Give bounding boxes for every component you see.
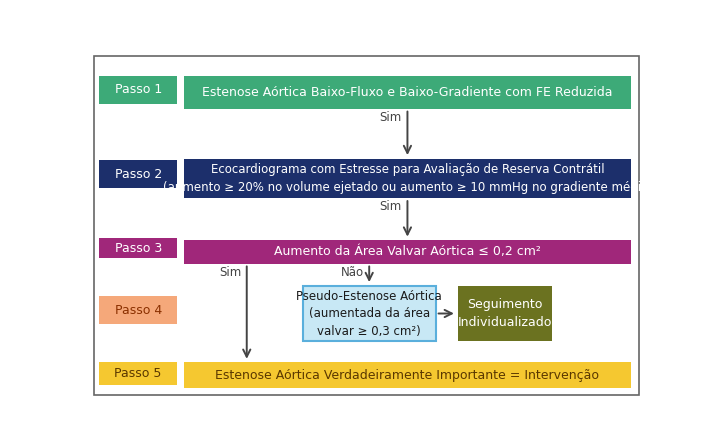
Text: Não: Não: [340, 266, 364, 278]
Text: Seguimento
Individualizado: Seguimento Individualizado: [458, 298, 552, 329]
Bar: [184, 363, 631, 388]
Text: Estenose Aórtica Verdadeiramente Importante = Intervenção: Estenose Aórtica Verdadeiramente Importa…: [215, 369, 599, 382]
Bar: [99, 238, 177, 258]
Bar: [184, 240, 631, 264]
Bar: [184, 76, 631, 109]
Text: Ecocardiograma com Estresse para Avaliação de Reserva Contrátil
(aumento ≥ 20% n: Ecocardiograma com Estresse para Avaliaç…: [162, 163, 652, 194]
Bar: [99, 363, 177, 385]
Text: Passo 2: Passo 2: [114, 168, 162, 181]
Text: Pseudo-Estenose Aórtica
(aumentada da área
valvar ≥ 0,3 cm²): Pseudo-Estenose Aórtica (aumentada da ár…: [296, 290, 442, 337]
Text: Passo 5: Passo 5: [114, 367, 162, 380]
Text: Estenose Aórtica Baixo-Fluxo e Baixo-Gradiente com FE Reduzida: Estenose Aórtica Baixo-Fluxo e Baixo-Gra…: [202, 86, 613, 99]
Text: Sim: Sim: [219, 266, 241, 278]
Bar: [99, 76, 177, 104]
Text: Sim: Sim: [380, 111, 402, 124]
Bar: [184, 159, 631, 198]
Bar: [458, 286, 552, 341]
Bar: [99, 160, 177, 188]
Text: Passo 3: Passo 3: [114, 242, 162, 255]
Text: Passo 1: Passo 1: [114, 83, 162, 96]
Bar: [302, 286, 435, 341]
Text: Sim: Sim: [380, 200, 402, 213]
Text: Aumento da Área Valvar Aórtica ≤ 0,2 cm²: Aumento da Área Valvar Aórtica ≤ 0,2 cm²: [274, 245, 541, 258]
Text: Passo 4: Passo 4: [114, 304, 162, 316]
Bar: [99, 296, 177, 324]
